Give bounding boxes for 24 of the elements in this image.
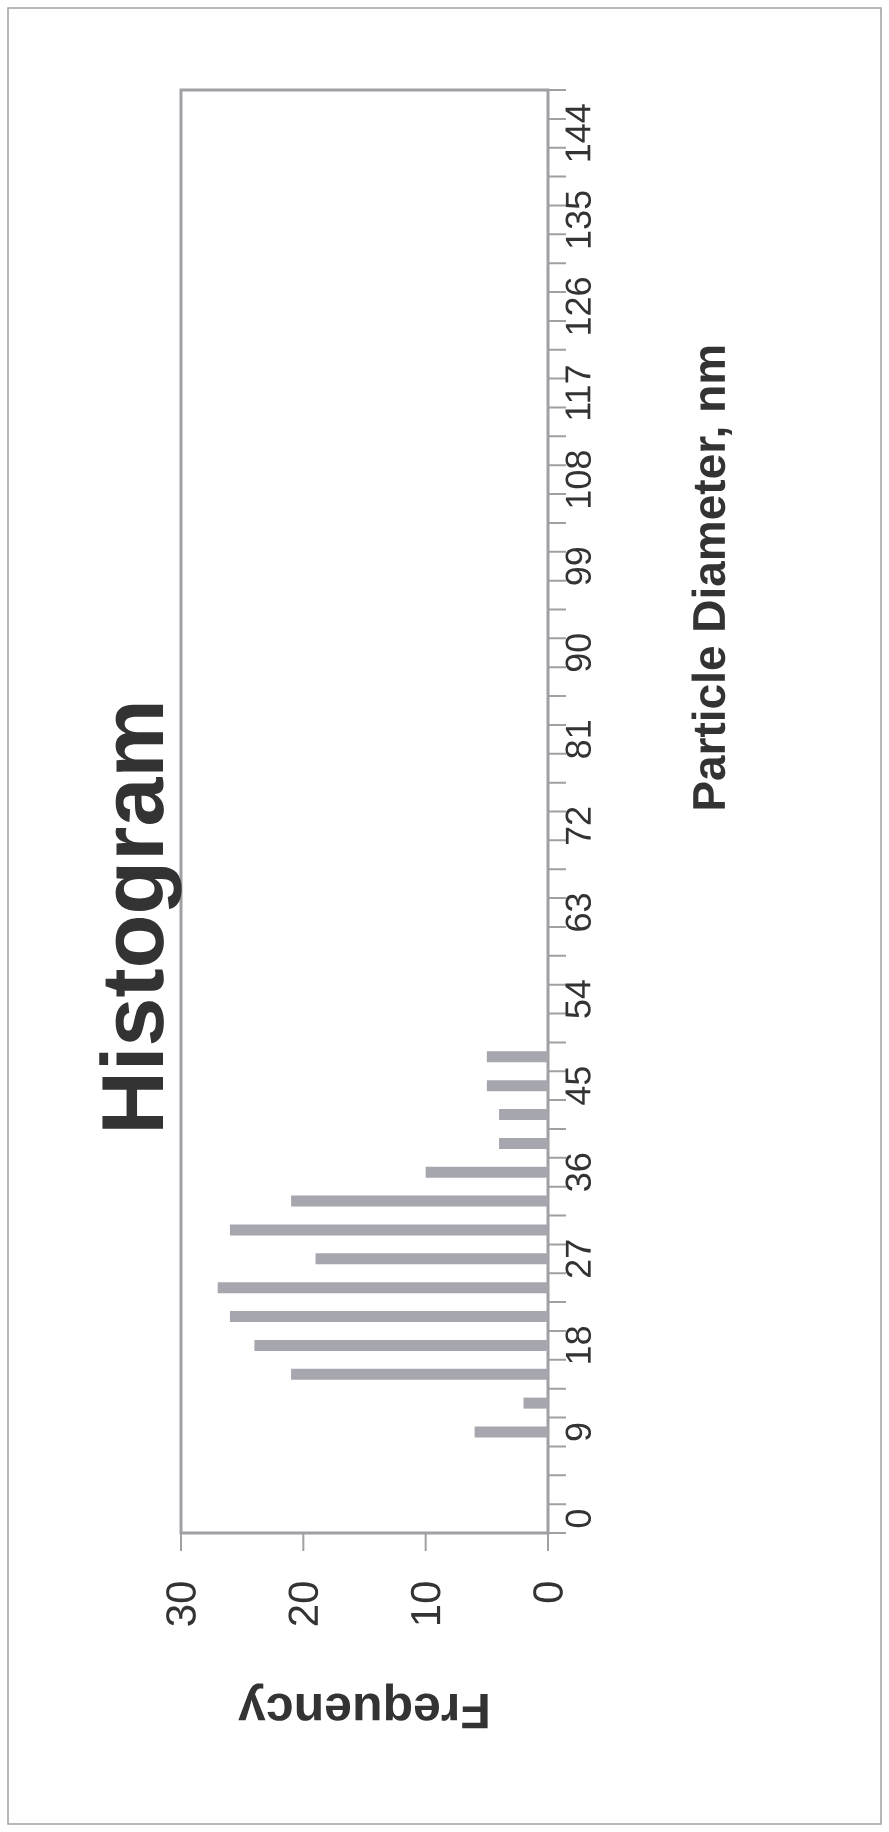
y-tick-label: 0	[565, 1509, 592, 1528]
y-tick-label: 81	[565, 721, 592, 758]
y-tick-label: 27	[565, 1240, 591, 1278]
x-tick-label: 10	[410, 1582, 441, 1625]
x-axis-title: Frequency	[238, 1683, 488, 1729]
y-tick-label: 126	[565, 278, 592, 334]
y-tick-label: 18	[565, 1326, 592, 1363]
y-tick-label: 99	[565, 547, 592, 585]
x-tick-label: 30	[166, 1582, 196, 1626]
y-axis-title: Particle Diameter, nm	[691, 346, 732, 809]
y-tick-label: 90	[565, 634, 592, 672]
x-tick-label: 20	[288, 1582, 319, 1626]
x-tick-label: 0	[533, 1582, 563, 1603]
y-tick-label: 36	[565, 1153, 592, 1191]
y-tick-label: 54	[565, 980, 591, 1018]
y-tick-label: 144	[565, 104, 591, 161]
y-tick-label: 117	[565, 366, 591, 419]
y-tick-label: 9	[565, 1423, 592, 1441]
y-tick-label: 63	[565, 894, 592, 931]
y-tick-label: 135	[565, 191, 592, 248]
y-tick-label: 108	[565, 451, 592, 507]
text: Histogram	[99, 704, 182, 1129]
y-tick-label: 45	[565, 1067, 591, 1105]
y-tick-label: 72	[565, 807, 591, 845]
